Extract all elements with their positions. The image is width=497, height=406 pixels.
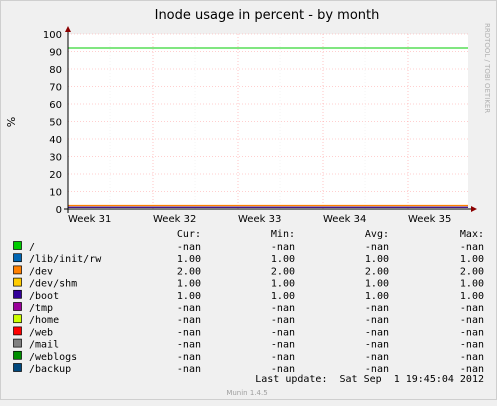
legend-max: 1.00 (460, 254, 484, 265)
legend-avg: -nan (365, 352, 389, 363)
y-tick-label: 20 (49, 170, 62, 181)
legend-min: 1.00 (271, 279, 295, 290)
x-tick-label: Week 35 (408, 214, 451, 225)
legend-cur: 2.00 (177, 266, 201, 277)
legend-header-min: Min: (271, 229, 295, 240)
legend-swatch (13, 326, 22, 336)
legend-max: -nan (460, 315, 484, 326)
y-tick-label: 80 (49, 65, 62, 76)
legend-min: -nan (271, 352, 295, 363)
legend-swatch (13, 302, 22, 311)
legend-cur: -nan (177, 352, 201, 363)
legend-max: -nan (460, 303, 484, 314)
legend-min: -nan (271, 340, 295, 351)
legend-avg: 1.00 (365, 279, 389, 290)
legend-cur: 1.00 (177, 254, 201, 265)
y-tick-label: 50 (49, 118, 62, 129)
legend-avg: 2.00 (365, 266, 389, 277)
legend-swatch (13, 350, 22, 360)
legend-cur: 1.00 (177, 279, 201, 290)
munin-version: Munin 1.4.5 (226, 389, 267, 397)
y-tick-label: 30 (49, 153, 62, 164)
legend-swatch (13, 253, 22, 263)
legend-cur: -nan (177, 315, 201, 326)
legend-name: /dev/shm (29, 279, 77, 290)
x-axis-arrow (471, 206, 477, 212)
legend-cur: -nan (177, 340, 201, 351)
legend-swatch (13, 277, 22, 287)
legend-max: -nan (460, 340, 484, 351)
legend-min: -nan (271, 242, 295, 253)
legend-name: /mail (29, 340, 59, 351)
legend-name: / (29, 242, 35, 253)
legend-min: -nan (271, 364, 295, 375)
legend-swatch (13, 265, 22, 275)
legend-min: -nan (271, 303, 295, 314)
x-tick-labels: Week 31 Week 32 Week 33 Week 34 Week 35 (68, 214, 451, 225)
legend-name: /web (29, 327, 53, 338)
legend-avg: -nan (365, 327, 389, 338)
y-axis-label: % (5, 117, 18, 127)
legend-max: 2.00 (460, 266, 484, 277)
legend-avg: 1.00 (365, 291, 389, 302)
legend-avg: -nan (365, 303, 389, 314)
series-lines (68, 47, 468, 208)
legend-avg: -nan (365, 315, 389, 326)
legend-cur: -nan (177, 242, 201, 253)
legend-swatch (13, 338, 22, 348)
legend-cur: -nan (177, 303, 201, 314)
legend-avg: -nan (365, 364, 389, 375)
legend-max: -nan (460, 352, 484, 363)
legend-max: -nan (460, 364, 484, 375)
y-tick-label: 90 (49, 48, 62, 59)
legend: Cur: Min: Avg: Max: / -nan -nan -nan -nan/li… (13, 229, 484, 375)
legend-name: /lib/init/rw (29, 254, 102, 265)
y-tick-labels: 0 10 20 30 40 50 60 70 80 90 100 (43, 30, 62, 216)
y-tick-label: 60 (49, 100, 62, 111)
y-axis-arrow (65, 26, 71, 32)
y-tick-label: 10 (49, 188, 62, 199)
x-tick-label: Week 34 (323, 214, 366, 225)
legend-header-cur: Cur: (177, 229, 201, 240)
legend-min: -nan (271, 327, 295, 338)
y-tick-label: 100 (43, 30, 62, 41)
legend-cur: 1.00 (177, 291, 201, 302)
legend-min: 2.00 (271, 266, 295, 277)
legend-name: /weblogs (29, 352, 77, 363)
y-tick-label: 0 (56, 205, 62, 216)
legend-name: /dev (29, 266, 53, 277)
y-tick-label: 40 (49, 135, 62, 146)
legend-swatch (13, 314, 22, 324)
chart-title: Inode usage in percent - by month (155, 8, 380, 23)
rrdtool-credit: RRDTOOL / TOBI OETIKER (483, 23, 491, 113)
legend-max: -nan (460, 327, 484, 338)
legend-name: /boot (29, 291, 59, 302)
legend-cur: -nan (177, 364, 201, 375)
legend-header-avg: Avg: (365, 229, 389, 240)
legend-max: 1.00 (460, 279, 484, 290)
x-tick-label: Week 31 (68, 214, 111, 225)
legend-max: -nan (460, 242, 484, 253)
legend-swatch (13, 289, 22, 299)
x-tick-label: Week 33 (238, 214, 281, 225)
x-tick-label: Week 32 (153, 214, 196, 225)
legend-min: 1.00 (271, 254, 295, 265)
y-tick-label: 70 (49, 83, 62, 94)
legend-header-max: Max: (460, 229, 484, 240)
legend-max: 1.00 (460, 291, 484, 302)
legend-min: 1.00 (271, 291, 295, 302)
legend-avg: -nan (365, 340, 389, 351)
legend-swatch (13, 363, 22, 372)
legend-min: -nan (271, 315, 295, 326)
legend-avg: 1.00 (365, 254, 389, 265)
legend-name: /backup (29, 364, 71, 375)
legend-name: /home (29, 315, 59, 326)
legend-cur: -nan (177, 327, 201, 338)
legend-swatch (13, 241, 22, 250)
last-update: Last update: Sat Sep 1 19:45:04 2012 (255, 374, 484, 385)
legend-name: /tmp (29, 303, 53, 314)
legend-avg: -nan (365, 242, 389, 253)
